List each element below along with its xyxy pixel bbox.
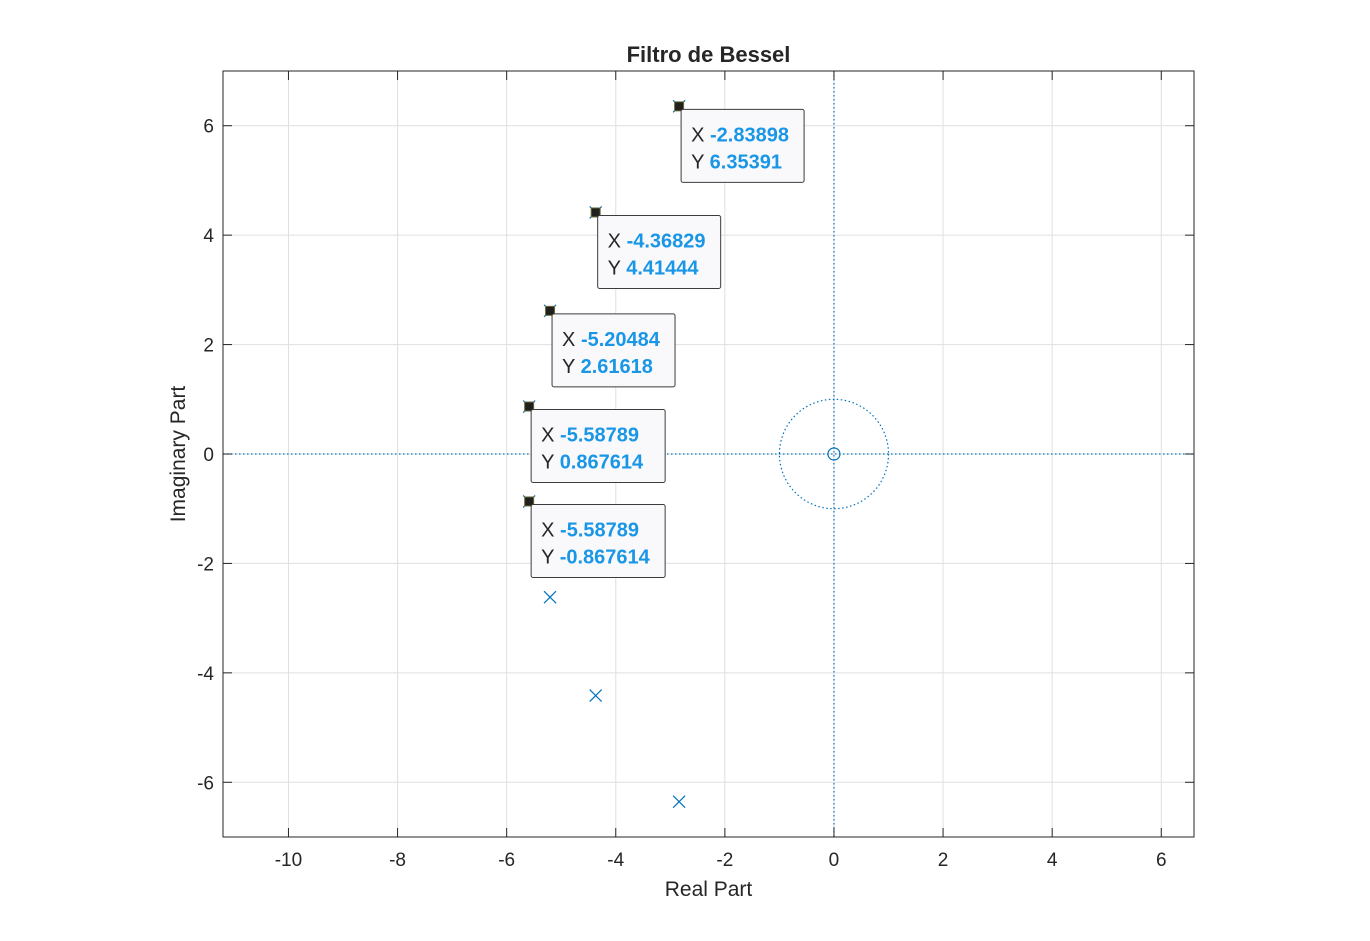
datatip-x-row: X -5.20484 (562, 329, 661, 351)
y-tick-label: 6 (203, 117, 214, 138)
datatip-box (680, 108, 805, 183)
x-axis-label: Real Part (665, 878, 753, 901)
x-tick-label: 0 (829, 850, 840, 871)
datatip-x-value: -5.58789 (560, 425, 639, 447)
pole-marker (543, 590, 557, 604)
datatip-y-label: Y (691, 151, 710, 173)
y-tick-label: -4 (197, 664, 214, 685)
chart-title: Filtro de Bessel (627, 42, 791, 67)
datatip-y-value: 0.867614 (560, 452, 644, 474)
datatip-x-row: X -2.83898 (691, 124, 789, 146)
datatip-y-row: Y 4.41444 (608, 257, 700, 279)
datatip-y-label: Y (541, 452, 560, 474)
unit-circle (778, 398, 890, 510)
x-tick-label: 6 (1156, 850, 1167, 871)
datatip-box (530, 409, 666, 484)
datatip-x-label: X (541, 519, 560, 541)
datatip-x-row: X -5.58789 (541, 519, 639, 541)
datatip-y-row: Y 0.867614 (541, 452, 644, 474)
x-tick-label: -10 (275, 850, 302, 871)
datatip-box (530, 503, 666, 578)
datatip-anchor (524, 496, 535, 507)
reference-lines (223, 71, 1194, 837)
y-tick-label: 0 (203, 445, 214, 466)
x-tick-label: -6 (498, 850, 515, 871)
origin-marker (827, 447, 841, 461)
datatip-x-value: -5.20484 (581, 329, 661, 351)
x-tick-label: -4 (607, 850, 624, 871)
datatip-box (551, 313, 676, 388)
y-tick-label: -6 (197, 773, 214, 794)
y-tick-label: 4 (203, 226, 214, 247)
datatip-x-value: -4.36829 (627, 230, 706, 252)
datatip-x-value: -5.58789 (560, 519, 639, 541)
datatip-y-value: 6.35391 (710, 151, 782, 173)
datatip-y-row: Y 2.61618 (562, 356, 653, 378)
datatip-x-label: X (691, 124, 710, 146)
datatip-anchor (545, 305, 556, 316)
tick-labels: -10 -8 -6 -4 -2 0 2 4 6 -6 -4 -2 0 2 4 6 (197, 117, 1166, 871)
datatip-y-label: Y (608, 257, 627, 279)
pole-marker (672, 795, 686, 809)
x-tick-label: 4 (1047, 850, 1058, 871)
datatip-x-label: X (562, 329, 581, 351)
y-tick-label: -2 (197, 554, 214, 575)
datatip-anchor (674, 101, 685, 112)
datatip-x-row: X -4.36829 (608, 230, 706, 252)
datatip-y-value: -0.867614 (560, 546, 651, 568)
y-axis-label: Imaginary Part (167, 386, 190, 523)
datatip-x-label: X (608, 230, 627, 252)
datatip-y-value: 4.41444 (626, 257, 699, 279)
x-tick-label: 2 (938, 850, 949, 871)
datatip-y-row: Y -0.867614 (541, 546, 651, 568)
tick-marks (223, 71, 1194, 837)
datatip-box (597, 214, 722, 289)
x-tick-label: -8 (389, 850, 406, 871)
pole-marker (589, 689, 603, 702)
datatip-anchor (524, 401, 535, 412)
datatip-anchor (590, 207, 601, 218)
datatip-x-value: -2.83898 (710, 124, 789, 146)
datatip-x-row: X -5.58789 (541, 425, 639, 447)
datatip-y-label: Y (541, 546, 560, 568)
y-tick-label: 2 (203, 336, 214, 357)
x-tick-label: -2 (716, 850, 733, 871)
datatip-y-row: Y 6.35391 (691, 151, 782, 173)
datatip-y-label: Y (562, 356, 581, 378)
datatip-x-label: X (541, 425, 560, 447)
datatip-y-value: 2.61618 (581, 356, 653, 378)
